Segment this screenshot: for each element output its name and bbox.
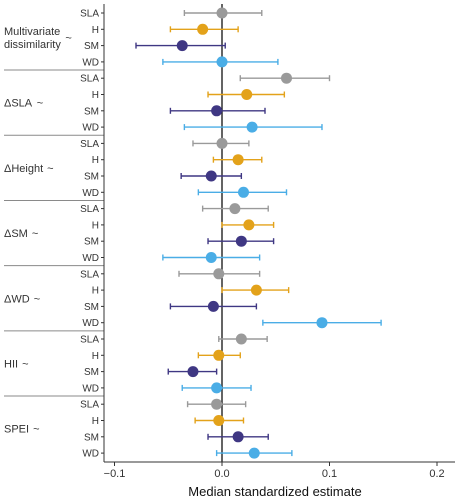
group-label: ΔWD <box>4 293 30 305</box>
trait-label: SM <box>84 172 99 183</box>
group-label-suffix: ~ <box>34 293 40 305</box>
estimate-point <box>187 366 199 378</box>
trait-label: WD <box>82 57 99 68</box>
estimate-point <box>281 72 292 84</box>
estimate-point <box>205 170 217 182</box>
trait-label: SM <box>84 237 99 248</box>
trait-label: H <box>92 155 99 166</box>
estimate-point <box>235 235 247 247</box>
estimate-point <box>216 137 228 149</box>
estimate-point <box>216 56 228 68</box>
group-labels: Multivariate dissimilarity ~ ΔSLA ~ ΔHeight ~ Δ… <box>4 26 72 436</box>
estimate-point <box>197 23 209 35</box>
group-label-suffix: ~ <box>32 228 38 240</box>
error-bars <box>135 10 382 457</box>
estimate-point <box>211 105 223 117</box>
trait-label: H <box>92 416 99 427</box>
estimate-point <box>211 398 223 410</box>
group-separators <box>4 69 104 397</box>
group-label: ΔSM <box>4 228 28 240</box>
trait-label: SM <box>84 432 99 443</box>
trait-label: SLA <box>80 139 99 150</box>
x-axis: −0.1 0.0 0.1 0.2 <box>103 4 455 480</box>
trait-label: SLA <box>80 269 99 280</box>
trait-label: WD <box>82 449 99 460</box>
x-tick-label: −0.1 <box>104 468 126 480</box>
trait-label: WD <box>82 253 99 264</box>
estimate-point <box>248 447 260 459</box>
trait-label: SLA <box>80 204 99 215</box>
trait-label: WD <box>82 383 99 394</box>
estimate-point <box>316 317 328 329</box>
group-label-suffix: ~ <box>37 98 43 110</box>
estimate-point <box>232 154 244 166</box>
estimate-point <box>246 121 258 133</box>
trait-label: H <box>92 286 99 297</box>
estimate-point <box>235 333 247 345</box>
estimate-point <box>250 284 262 296</box>
group-label: HII <box>4 358 18 370</box>
estimate-point <box>243 219 255 231</box>
x-tick-label: 0.2 <box>429 468 444 480</box>
trait-label: H <box>92 90 99 101</box>
trait-label: WD <box>82 123 99 134</box>
trait-labels: SLA H SM WD SLA H SM WD SLA H SM WD SLA H SM WD SLA H SM WD… <box>80 9 104 460</box>
estimate-point <box>241 89 253 100</box>
group-label-suffix: ~ <box>33 424 39 436</box>
trait-label: H <box>92 351 99 362</box>
trait-label: SLA <box>80 9 99 20</box>
trait-label: H <box>92 25 99 36</box>
estimate-point <box>205 252 217 263</box>
trait-label: SM <box>84 106 99 117</box>
estimate-point <box>213 415 225 426</box>
estimate-point <box>213 349 225 361</box>
x-axis-label: Median standardized estimate <box>188 484 361 499</box>
estimate-point <box>211 382 223 394</box>
group-label: SPEI <box>4 424 29 436</box>
estimate-point <box>238 186 249 198</box>
group-label: Multivariate dissimilarity <box>4 26 61 51</box>
x-tick-label: 0.1 <box>322 468 337 480</box>
estimate-point <box>176 40 188 52</box>
trait-label: SLA <box>80 74 99 85</box>
trait-label: SM <box>84 41 99 52</box>
group-label: ΔSLA <box>4 98 33 110</box>
trait-label: WD <box>82 188 99 199</box>
estimate-points <box>176 7 328 459</box>
estimate-point <box>232 431 244 443</box>
estimate-point <box>216 7 228 19</box>
estimate-point <box>229 203 241 215</box>
trait-label: SM <box>84 302 99 313</box>
group-label-suffix: ~ <box>65 32 71 44</box>
x-tick-label: 0.0 <box>214 468 229 480</box>
group-label-suffix: ~ <box>22 358 28 370</box>
estimate-point <box>207 300 219 312</box>
trait-label: H <box>92 220 99 231</box>
trait-label: SLA <box>80 335 99 346</box>
trait-label: WD <box>82 318 99 329</box>
group-label-suffix: ~ <box>47 163 53 175</box>
trait-label: SLA <box>80 400 99 411</box>
estimate-point <box>213 268 225 280</box>
group-label: ΔHeight <box>4 163 43 175</box>
trait-label: SM <box>84 367 99 378</box>
